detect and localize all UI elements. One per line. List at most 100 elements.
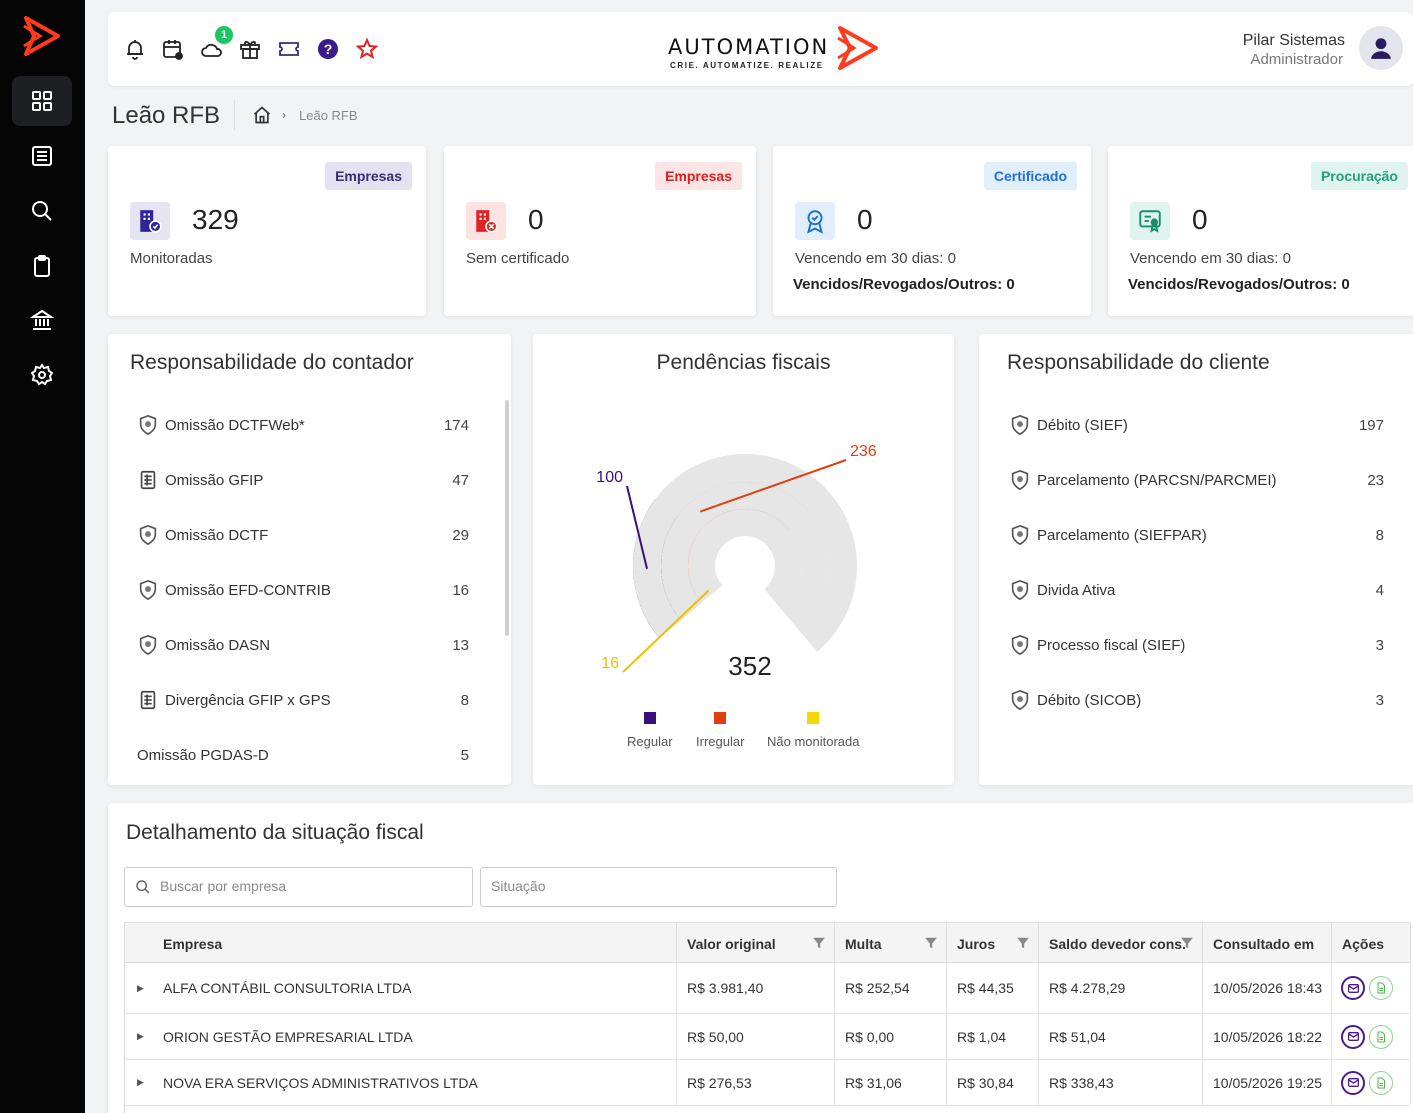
gift-icon[interactable] <box>235 34 265 64</box>
svg-text:?: ? <box>324 41 333 57</box>
filter-icon[interactable] <box>812 936 826 950</box>
item-value: 4 <box>1375 582 1384 599</box>
gauge-value-label: 100 <box>596 469 623 486</box>
cloud-notification-icon[interactable]: 1 <box>197 26 233 64</box>
company-alert-icon <box>466 202 506 240</box>
list-item[interactable]: Omissão DCTFWeb* 174 <box>137 414 469 438</box>
stat-pill: Procuração <box>1310 162 1408 190</box>
legend-irregular: Irregular <box>696 712 744 749</box>
help-icon[interactable]: ? <box>313 34 343 64</box>
avatar[interactable] <box>1359 26 1403 70</box>
stat-label: Vencendo em 30 dias: 0 <box>1130 250 1291 267</box>
item-value: 5 <box>460 747 469 764</box>
user-role: Administrador <box>1250 51 1343 68</box>
stat-value: 0 <box>528 204 544 235</box>
calendar-icon[interactable] <box>158 34 188 64</box>
list-item[interactable]: Divida Ativa 4 <box>1009 579 1384 603</box>
col-valor-original[interactable]: Valor original <box>677 923 835 964</box>
expand-row-icon[interactable]: ▶ <box>137 982 144 993</box>
list-item[interactable]: Parcelamento (PARCSN/PARCMEI) 23 <box>1009 469 1384 493</box>
filter-icon[interactable] <box>1016 936 1030 950</box>
search-input-wrapper <box>124 867 473 907</box>
shield-icon <box>1011 634 1029 656</box>
table-header: Empresa Valor original Multa Juros Saldo… <box>125 922 1411 964</box>
brand-mark-icon <box>837 26 878 70</box>
grid-icon <box>32 91 52 111</box>
cell-valor: R$ 3.981,40 <box>677 963 835 1013</box>
col-saldo-devedor[interactable]: Saldo devedor cons. <box>1039 923 1203 964</box>
cell-multa: R$ 31,06 <box>835 1060 947 1105</box>
search-icon <box>32 201 52 221</box>
document-icon <box>1377 982 1385 994</box>
situacao-input[interactable] <box>491 878 821 894</box>
ticket-icon[interactable] <box>274 34 304 64</box>
expand-row-icon[interactable]: ▶ <box>137 1031 144 1041</box>
col-empresa[interactable]: Empresa <box>125 923 677 964</box>
table-row[interactable]: ▶ ALFA CONTÁBIL CONSULTORIA LTDA R$ 3.981,… <box>125 963 1411 1014</box>
download-document-button[interactable] <box>1369 1070 1393 1095</box>
col-multa[interactable]: Multa <box>835 923 947 964</box>
sidebar-item-search[interactable] <box>12 186 72 236</box>
legend-regular: Regular <box>627 712 673 749</box>
item-label: Débito (SIEF) <box>1037 417 1128 434</box>
sidebar-item-clipboard[interactable] <box>12 241 72 291</box>
list-item[interactable]: Débito (SICOB) 3 <box>1009 689 1384 713</box>
fiscal-table: Empresa Valor original Multa Juros Saldo… <box>124 922 1411 1113</box>
breadcrumb-current: Leão RFB <box>299 108 358 123</box>
cell-empresa: ALFA CONTÁBIL CONSULTORIA LTDA <box>125 963 677 1013</box>
list-item[interactable]: Parcelamento (SIEFPAR) 8 <box>1009 524 1384 548</box>
gear-icon <box>30 363 54 386</box>
list-icon <box>32 146 52 166</box>
clipboard-icon <box>34 255 50 277</box>
list-item[interactable]: Omissão PGDAS-D 5 <box>137 744 469 768</box>
table-row[interactable]: ▶ NOVA ERA SERVIÇOS ADMINISTRATIVOS LTDA R… <box>125 1060 1411 1106</box>
sidebar-item-settings[interactable] <box>12 350 72 400</box>
download-document-button[interactable] <box>1369 976 1393 1000</box>
mail-icon <box>1347 1032 1359 1041</box>
shield-icon <box>1011 414 1029 436</box>
home-icon[interactable] <box>252 105 272 125</box>
sidebar-item-bank[interactable] <box>12 295 72 345</box>
search-company-input[interactable] <box>160 878 460 894</box>
list-item[interactable]: Omissão DASN 13 <box>137 634 469 658</box>
automation-logo[interactable] <box>20 14 64 58</box>
gauge-track[interactable] <box>661 482 829 631</box>
shield-icon <box>139 414 157 436</box>
download-document-button[interactable] <box>1369 1024 1393 1049</box>
sidebar <box>0 0 85 1113</box>
send-email-button[interactable] <box>1341 1070 1365 1095</box>
sidebar-item-reports[interactable] <box>12 131 72 181</box>
send-email-button[interactable] <box>1341 1024 1365 1049</box>
col-consultado-em[interactable]: Consultado em <box>1203 923 1332 964</box>
contador-scrollbar[interactable] <box>505 400 509 636</box>
filter-icon[interactable] <box>924 936 938 950</box>
gauge-total: 352 <box>728 651 771 681</box>
list-item[interactable]: Processo fiscal (SIEF) 3 <box>1009 634 1384 658</box>
list-item[interactable]: Débito (SIEF) 197 <box>1009 414 1384 438</box>
list-item[interactable]: Omissão DCTF 29 <box>137 524 469 548</box>
cell-saldo: R$ 51,04 <box>1039 1014 1203 1059</box>
expand-row-icon[interactable]: ▶ <box>137 1077 144 1087</box>
stat-pill: Empresas <box>655 162 742 190</box>
bell-icon[interactable] <box>120 34 150 64</box>
cell-consultado: 10/05/2026 19:25 <box>1203 1060 1332 1105</box>
brand-tagline: CRIE. AUTOMATIZE. REALIZE <box>670 61 824 70</box>
shield-icon <box>1011 579 1029 601</box>
gauge-track[interactable] <box>633 454 857 652</box>
cell-empresa: ORION GESTÃO EMPRESARIAL LTDA <box>125 1014 677 1059</box>
filter-icon[interactable] <box>1180 936 1194 950</box>
gauge-track[interactable] <box>688 509 802 610</box>
legend-label: Não monitorada <box>767 734 860 749</box>
stat-label: Monitoradas <box>130 250 213 267</box>
situacao-select[interactable] <box>480 867 837 907</box>
star-icon[interactable] <box>352 34 382 64</box>
list-item[interactable]: Omissão GFIP 47 <box>137 469 469 493</box>
col-juros[interactable]: Juros <box>947 923 1039 964</box>
list-item[interactable]: Divergência GFIP x GPS 8 <box>137 689 469 713</box>
table-row[interactable]: ▶ ORION GESTÃO EMPRESARIAL LTDA R$ 50,00 R$… <box>125 1014 1411 1060</box>
send-email-button[interactable] <box>1341 976 1365 1000</box>
item-value: 174 <box>443 417 469 434</box>
list-item[interactable]: Omissão EFD-CONTRIB 16 <box>137 579 469 603</box>
search-icon <box>136 880 150 894</box>
sidebar-item-dashboard[interactable] <box>12 76 72 126</box>
